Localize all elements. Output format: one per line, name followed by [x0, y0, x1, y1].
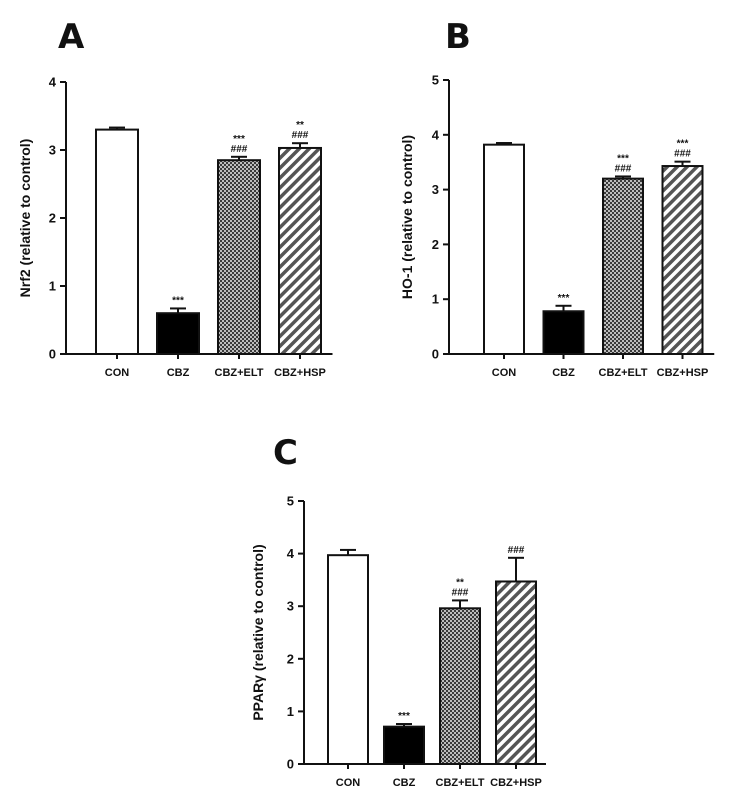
y-tick-label-c-3: 3 [287, 599, 294, 614]
panel-c: C 0 1 2 3 4 5 PPARγ (relative to control) CON CBZ… [250, 433, 546, 789]
x-tick-label-a-cbz-elt: CBZ+ELT [215, 367, 264, 379]
y-tick-label-a-4: 4 [49, 75, 57, 90]
y-tick-label-b-0: 0 [432, 347, 439, 362]
significance-label-a-cbz-hsp: ** [296, 120, 304, 131]
x-tick-label-c-cbz-elt: CBZ+ELT [436, 777, 485, 789]
significance-label-b-cbz-hsp: ### [674, 149, 691, 160]
significance-label-c-cbz: *** [398, 711, 410, 722]
y-axis-label-b: HO-1 (relative to control) [399, 135, 415, 299]
bar-b-con [483, 143, 525, 355]
panel-letter-a: A [58, 17, 85, 57]
y-tick-label-a-0: 0 [49, 347, 56, 362]
bar-a-cbz-hsp [278, 146, 322, 355]
bar-b-cbz-elt [602, 177, 644, 355]
x-tick-label-a-con: CON [105, 367, 130, 379]
y-tick-label-c-2: 2 [287, 651, 294, 666]
y-axis-label-a: Nrf2 (relative to control) [17, 139, 33, 298]
y-tick-label-c-4: 4 [287, 546, 295, 561]
significance-label-b-cbz-hsp: *** [677, 139, 689, 150]
bar-b-cbz [542, 310, 585, 356]
panel-b: B 0 1 2 3 4 5 HO-1 (relative to control) CON CBZ *… [399, 17, 715, 379]
x-tick-label-b-cbz: CBZ [552, 367, 575, 379]
significance-label-b-cbz-elt: *** [617, 153, 629, 164]
x-tick-label-a-cbz-hsp: CBZ+HSP [274, 367, 326, 379]
panel-a: A 0 1 2 3 4 Nrf2 (relative to control) CON CBZ **… [17, 17, 333, 379]
significance-label-c-cbz-elt: ### [452, 587, 469, 598]
bar-b-cbz-hsp [661, 165, 704, 355]
y-tick-label-b-4: 4 [432, 127, 440, 142]
significance-label-a-cbz-elt: ### [231, 144, 248, 155]
x-tick-label-b-cbz-elt: CBZ+ELT [599, 367, 648, 379]
bar-a-cbz [156, 312, 200, 356]
y-tick-label-a-3: 3 [49, 143, 56, 158]
significance-label-b-cbz: *** [558, 293, 570, 304]
y-tick-label-a-2: 2 [49, 211, 56, 226]
panel-letter-b: B [445, 17, 471, 57]
significance-label-a-cbz-elt: *** [233, 134, 245, 145]
bar-c-cbz-hsp [495, 580, 537, 766]
x-tick-label-c-con: CON [336, 777, 361, 789]
panel-letter-c: C [273, 433, 298, 473]
y-tick-label-c-1: 1 [287, 704, 294, 719]
y-tick-label-c-5: 5 [287, 494, 294, 509]
bar-c-con [327, 554, 369, 765]
x-tick-label-c-cbz-hsp: CBZ+HSP [490, 777, 542, 789]
x-tick-label-b-cbz-hsp: CBZ+HSP [657, 367, 709, 379]
x-tick-label-c-cbz: CBZ [393, 777, 416, 789]
y-tick-label-b-1: 1 [432, 292, 439, 307]
y-tick-label-b-5: 5 [432, 73, 439, 88]
significance-label-a-cbz-hsp: ### [292, 130, 309, 141]
x-tick-label-b-con: CON [492, 367, 517, 379]
bar-a-cbz-elt [217, 159, 261, 355]
significance-label-c-cbz-elt: ** [456, 577, 464, 588]
bar-c-cbz [383, 725, 425, 765]
significance-label-a-cbz: *** [172, 295, 184, 306]
y-tick-label-c-0: 0 [287, 757, 294, 772]
significance-label-b-cbz-elt: ### [615, 163, 632, 174]
x-tick-label-a-cbz: CBZ [167, 367, 190, 379]
y-tick-label-b-2: 2 [432, 237, 439, 252]
bar-a-con [95, 128, 139, 355]
y-tick-label-b-3: 3 [432, 182, 439, 197]
bar-c-cbz-elt [439, 607, 481, 766]
y-tick-label-a-1: 1 [49, 279, 56, 294]
significance-label-c-cbz-hsp: ### [508, 545, 525, 556]
y-axis-label-c: PPARγ (relative to control) [250, 544, 266, 720]
